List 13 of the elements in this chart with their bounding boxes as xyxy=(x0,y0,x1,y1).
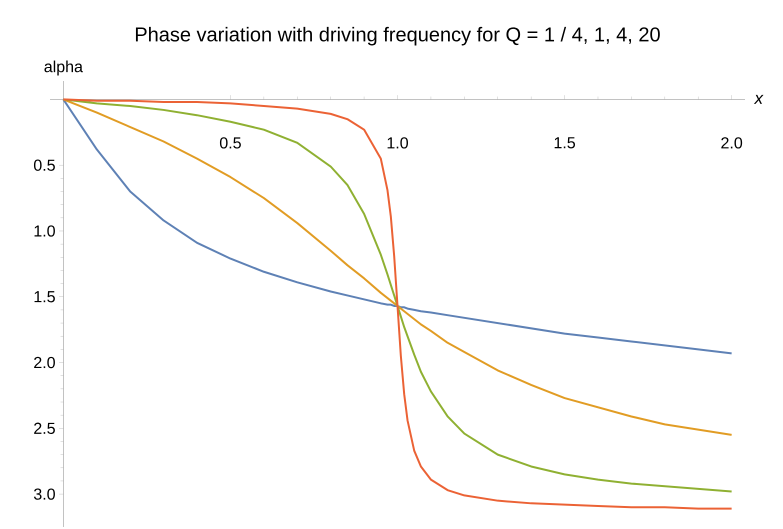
x-axis-title: x xyxy=(754,94,764,104)
y-tick-label: 3.0 xyxy=(34,488,55,500)
y-tick-label: 2.5 xyxy=(34,422,55,434)
y-tick-label: 2.0 xyxy=(34,356,55,368)
x-tick-label: 1.5 xyxy=(554,137,576,148)
chart-title: Phase variation with driving frequency for Q = 1 / 4, 1, 4, 20 xyxy=(136,26,660,46)
x-tick-label: 1.0 xyxy=(388,137,408,149)
y-axis-title: alpha xyxy=(44,60,83,76)
y-tick-label: 0.5 xyxy=(34,160,55,171)
x-tick-label: 2.0 xyxy=(721,137,742,149)
y-tick-label: 1.0 xyxy=(34,225,55,237)
x-tick-label: 0.5 xyxy=(220,137,241,149)
y-tick-label: 1.5 xyxy=(34,291,55,302)
